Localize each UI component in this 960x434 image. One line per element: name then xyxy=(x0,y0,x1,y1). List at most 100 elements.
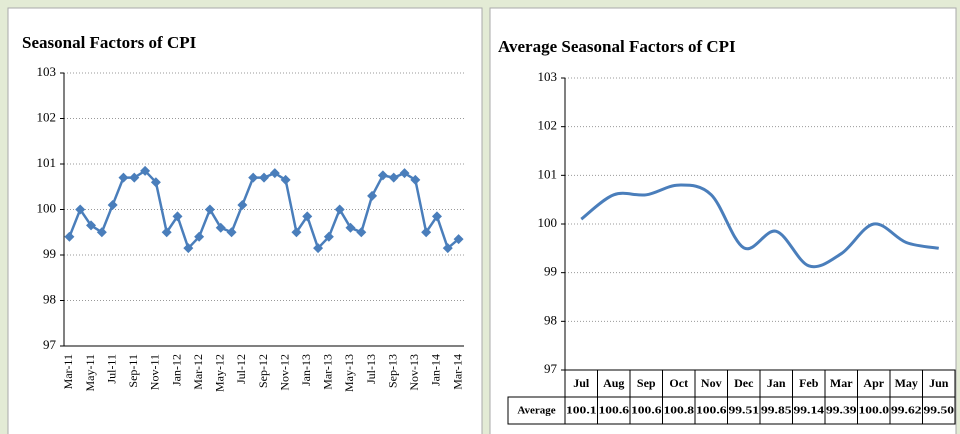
y-tick-label: 103 xyxy=(37,64,57,79)
y-tick-label: 98 xyxy=(544,312,557,327)
table-value: 100.8 xyxy=(664,405,695,417)
y-tick-label: 97 xyxy=(43,337,57,352)
marker xyxy=(323,231,334,242)
table-header: Sep xyxy=(637,376,656,390)
marker xyxy=(161,227,172,238)
marker xyxy=(442,243,453,254)
marker xyxy=(313,243,324,254)
table-value: 99.39 xyxy=(826,405,857,417)
y-tick-label: 100 xyxy=(538,215,558,230)
marker xyxy=(129,172,140,183)
marker xyxy=(291,227,302,238)
table-header: Mar xyxy=(830,376,853,390)
x-tick-label: Mar-11 xyxy=(61,354,75,389)
table-header: Jul xyxy=(573,376,590,390)
marker xyxy=(345,222,356,233)
table-value: 99.14 xyxy=(794,405,825,417)
marker xyxy=(431,211,442,222)
x-tick-label: Jan-12 xyxy=(169,354,183,386)
table-border xyxy=(507,396,956,425)
x-tick-label: Nov-11 xyxy=(148,354,162,390)
table-value: 99.85 xyxy=(761,405,792,417)
marker xyxy=(399,168,410,179)
table-row-label: Average xyxy=(517,405,555,417)
table-value: 100.6 xyxy=(599,405,630,417)
marker xyxy=(204,204,215,215)
marker xyxy=(388,172,399,183)
marker xyxy=(118,172,129,183)
marker xyxy=(377,170,388,181)
x-tick-label: Jul-11 xyxy=(104,354,118,384)
marker xyxy=(75,204,86,215)
marker xyxy=(453,234,464,245)
marker xyxy=(140,165,151,176)
table-header: Dec xyxy=(734,376,754,390)
y-tick-label: 99 xyxy=(43,246,56,261)
marker xyxy=(410,174,421,185)
x-tick-label: May-13 xyxy=(342,354,356,392)
table-header: Feb xyxy=(799,376,819,390)
marker xyxy=(259,172,269,183)
marker xyxy=(237,199,248,210)
y-tick-label: 101 xyxy=(538,166,558,181)
table-header: Apr xyxy=(863,376,884,390)
x-tick-label: May-11 xyxy=(83,354,97,392)
x-tick-label: May-12 xyxy=(213,354,227,392)
marker xyxy=(194,231,205,242)
table-header: Jan xyxy=(767,376,786,390)
data-line xyxy=(580,183,940,269)
x-tick-label: Sep-11 xyxy=(126,354,140,388)
marker xyxy=(226,227,237,238)
marker xyxy=(172,211,183,222)
marker xyxy=(96,227,107,238)
x-tick-label: Jan-13 xyxy=(299,354,313,386)
y-tick-label: 103 xyxy=(538,69,558,84)
marker xyxy=(64,231,75,242)
table-value: 99.62 xyxy=(891,405,922,417)
table-value: 100.6 xyxy=(696,405,727,417)
marker xyxy=(356,227,367,238)
x-tick-label: Sep-13 xyxy=(385,354,399,388)
marker xyxy=(248,172,259,183)
marker xyxy=(150,177,161,188)
x-tick-label: Mar-14 xyxy=(450,354,464,390)
y-tick-label: 100 xyxy=(37,200,57,215)
marker xyxy=(367,190,378,201)
x-tick-label: Mar-12 xyxy=(191,354,205,390)
marker xyxy=(86,220,97,231)
y-tick-label: 98 xyxy=(43,291,56,306)
x-tick-label: Jan-14 xyxy=(429,354,443,386)
x-tick-label: Nov-12 xyxy=(277,354,291,391)
chart-title: Seasonal Factors of CPI xyxy=(22,33,197,52)
table-value: 100.6 xyxy=(631,405,662,417)
table-value: 100.1 xyxy=(566,405,597,417)
marker xyxy=(215,222,226,233)
table-header: Oct xyxy=(669,376,688,390)
table-header: May xyxy=(895,376,918,390)
x-tick-label: Jul-13 xyxy=(364,354,378,384)
marker xyxy=(269,168,280,179)
x-tick-label: Nov-13 xyxy=(407,354,421,391)
marker xyxy=(421,227,432,238)
table-value: 99.50 xyxy=(924,405,955,417)
chart-title: Average Seasonal Factors of CPI xyxy=(498,37,736,56)
x-tick-label: Sep-12 xyxy=(256,354,270,388)
table-header: Aug xyxy=(603,376,624,390)
marker xyxy=(334,204,345,215)
right-panel xyxy=(489,7,957,434)
y-tick-label: 97 xyxy=(544,361,558,376)
y-tick-label: 99 xyxy=(544,264,557,279)
table-value: 99.51 xyxy=(729,405,760,417)
marker xyxy=(107,199,118,210)
y-tick-label: 102 xyxy=(538,118,558,133)
x-tick-label: Jul-12 xyxy=(234,354,248,384)
marker xyxy=(302,211,313,222)
table-header: Nov xyxy=(701,376,722,390)
x-tick-label: Mar-13 xyxy=(321,354,335,390)
y-tick-label: 102 xyxy=(37,109,57,124)
y-tick-label: 101 xyxy=(37,155,57,170)
marker xyxy=(183,243,194,254)
table-value: 100.0 xyxy=(859,405,890,417)
marker xyxy=(280,174,291,185)
